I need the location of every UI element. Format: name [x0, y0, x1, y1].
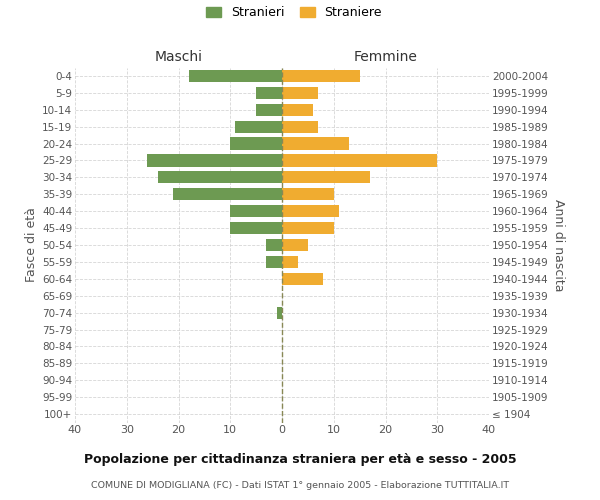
Text: Femmine: Femmine: [353, 50, 418, 64]
Y-axis label: Anni di nascita: Anni di nascita: [552, 198, 565, 291]
Bar: [282, 120, 318, 133]
Bar: [230, 205, 282, 218]
Bar: [256, 87, 282, 99]
Text: Popolazione per cittadinanza straniera per età e sesso - 2005: Popolazione per cittadinanza straniera p…: [83, 452, 517, 466]
Bar: [230, 222, 282, 234]
Bar: [282, 222, 334, 234]
Bar: [282, 188, 334, 200]
Bar: [148, 154, 282, 166]
Bar: [256, 104, 282, 116]
Bar: [282, 272, 323, 285]
Bar: [282, 104, 313, 116]
Bar: [266, 256, 282, 268]
Bar: [277, 306, 282, 318]
Bar: [235, 120, 282, 133]
Bar: [282, 205, 339, 218]
Text: COMUNE DI MODIGLIANA (FC) - Dati ISTAT 1° gennaio 2005 - Elaborazione TUTTITALIA: COMUNE DI MODIGLIANA (FC) - Dati ISTAT 1…: [91, 481, 509, 490]
Bar: [282, 256, 298, 268]
Bar: [282, 70, 359, 82]
Bar: [282, 138, 349, 149]
Bar: [189, 70, 282, 82]
Bar: [230, 138, 282, 149]
Bar: [282, 154, 437, 166]
Y-axis label: Fasce di età: Fasce di età: [25, 208, 38, 282]
Bar: [173, 188, 282, 200]
Bar: [282, 172, 370, 183]
Bar: [158, 172, 282, 183]
Legend: Stranieri, Straniere: Stranieri, Straniere: [206, 6, 382, 19]
Text: Maschi: Maschi: [155, 50, 203, 64]
Bar: [266, 239, 282, 251]
Bar: [282, 239, 308, 251]
Bar: [282, 87, 318, 99]
